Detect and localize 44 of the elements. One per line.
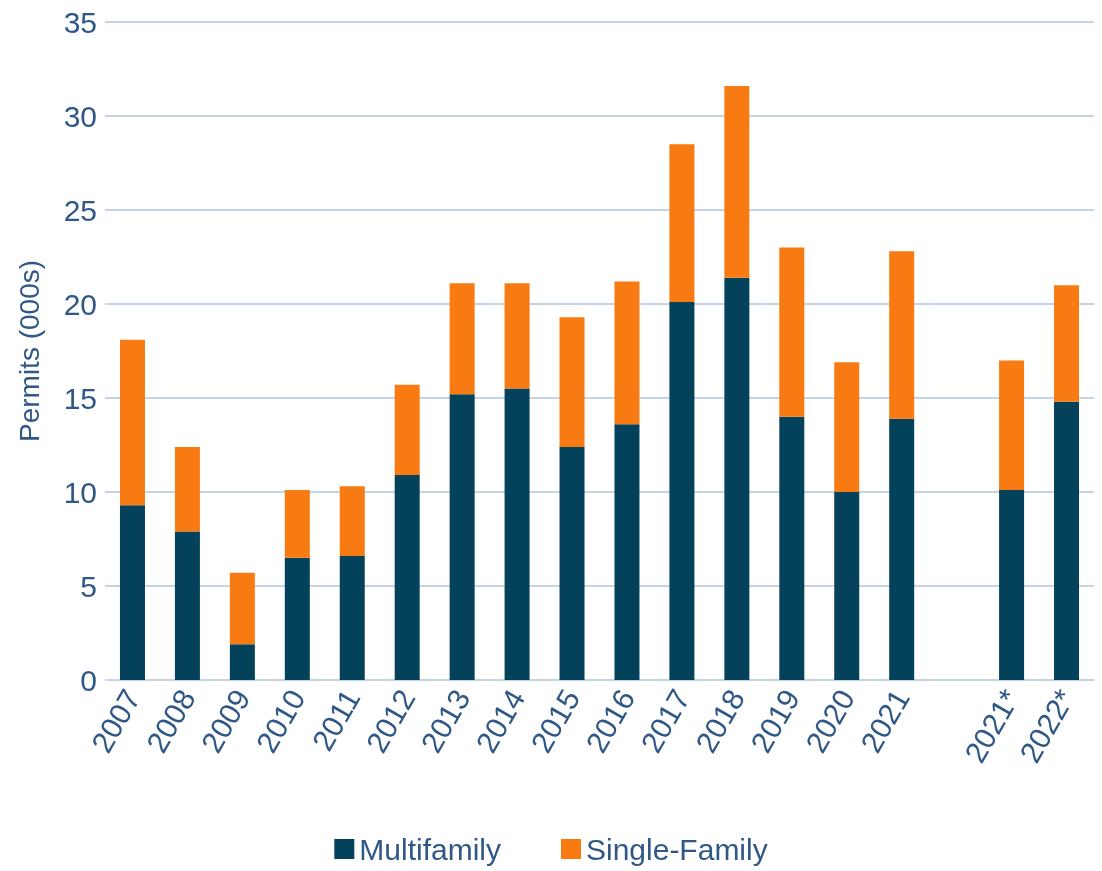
bar bbox=[504, 388, 530, 680]
bar bbox=[1054, 285, 1080, 402]
y-tick-label: 20 bbox=[63, 287, 97, 321]
bar bbox=[339, 486, 365, 556]
bar bbox=[614, 424, 640, 680]
bar bbox=[999, 490, 1025, 680]
bar bbox=[999, 360, 1025, 491]
bar bbox=[779, 247, 805, 417]
bar bbox=[449, 283, 475, 395]
bar bbox=[1054, 401, 1080, 680]
bar bbox=[559, 446, 585, 680]
bar bbox=[669, 302, 695, 680]
bar bbox=[284, 557, 310, 680]
legend-label: Multifamily bbox=[359, 832, 501, 866]
y-axis-title: Permits (000s) bbox=[13, 259, 45, 443]
bar bbox=[724, 85, 750, 278]
bar bbox=[394, 475, 420, 680]
bar bbox=[174, 531, 200, 680]
bar bbox=[449, 394, 475, 680]
y-tick-label: 15 bbox=[63, 381, 97, 415]
bar bbox=[174, 446, 200, 532]
y-tick-label: 25 bbox=[63, 193, 97, 227]
y-tick-label: 30 bbox=[63, 99, 97, 133]
bar bbox=[229, 644, 255, 680]
bar bbox=[119, 339, 145, 506]
bar bbox=[504, 283, 530, 389]
bar bbox=[834, 362, 860, 492]
bar bbox=[889, 251, 915, 419]
bar bbox=[339, 555, 365, 680]
y-tick-label: 5 bbox=[80, 569, 97, 603]
bar bbox=[229, 572, 255, 645]
bar bbox=[779, 416, 805, 680]
y-tick-label: 10 bbox=[63, 475, 97, 509]
bar bbox=[119, 505, 145, 680]
bar bbox=[394, 384, 420, 476]
bar bbox=[559, 317, 585, 447]
bar bbox=[284, 490, 310, 558]
y-tick-label: 35 bbox=[63, 5, 97, 39]
bar bbox=[614, 281, 640, 425]
legend-label: Single-Family bbox=[585, 832, 768, 866]
bar bbox=[724, 277, 750, 680]
bar bbox=[834, 492, 860, 680]
bar bbox=[669, 144, 695, 303]
bar bbox=[889, 418, 915, 680]
